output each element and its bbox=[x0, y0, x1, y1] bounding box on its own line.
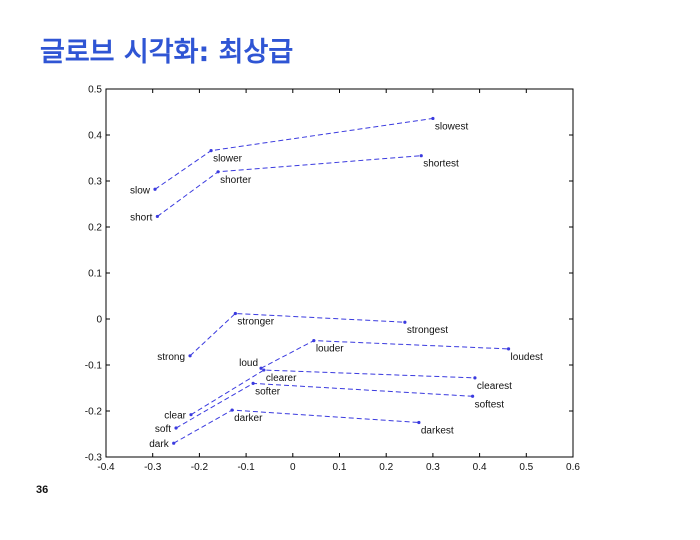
data-point-soft bbox=[174, 426, 178, 430]
data-point-strong bbox=[188, 354, 192, 358]
data-label-loudest: loudest bbox=[511, 352, 543, 363]
page-number: 36 bbox=[36, 484, 49, 496]
data-point-clear bbox=[189, 413, 193, 417]
x-tick-label: -0.4 bbox=[97, 462, 115, 473]
data-label-slowest: slowest bbox=[435, 121, 469, 132]
data-label-clear: clear bbox=[164, 411, 186, 422]
y-tick-label: -0.3 bbox=[85, 453, 103, 464]
x-tick-label: -0.3 bbox=[144, 462, 162, 473]
data-point-softest bbox=[470, 394, 475, 398]
x-tick-label: 0.4 bbox=[473, 462, 487, 473]
x-tick-label: 0.2 bbox=[379, 462, 393, 473]
data-point-shortest bbox=[419, 154, 423, 158]
y-tick-label: -0.1 bbox=[85, 361, 103, 372]
data-label-short: short bbox=[130, 212, 152, 223]
data-point-louder bbox=[312, 339, 316, 343]
data-label-stronger: stronger bbox=[237, 316, 274, 327]
plot-frame bbox=[105, 88, 574, 458]
data-label-slow: slow bbox=[130, 185, 151, 196]
data-point-loud bbox=[259, 366, 263, 370]
x-tick-label: 0.5 bbox=[519, 462, 533, 473]
y-tick-label: 0.5 bbox=[88, 85, 102, 96]
y-tick-label: 0.2 bbox=[88, 223, 102, 234]
data-point-strongest bbox=[403, 320, 407, 324]
series-line-clear bbox=[190, 369, 475, 416]
data-point-clearer bbox=[262, 368, 266, 372]
y-tick-label: 0 bbox=[96, 315, 102, 326]
data-label-shortest: shortest bbox=[423, 159, 459, 170]
data-point-softer bbox=[251, 381, 255, 385]
data-point-darkest bbox=[417, 420, 421, 425]
data-label-shorter: shorter bbox=[220, 175, 252, 186]
data-label-loud: loud bbox=[239, 358, 258, 369]
data-label-strongest: strongest bbox=[407, 325, 448, 336]
data-label-softest: softest bbox=[475, 399, 505, 410]
data-label-clearest: clearest bbox=[477, 381, 512, 392]
data-point-slow bbox=[153, 187, 157, 191]
data-label-slower: slower bbox=[213, 154, 243, 165]
data-label-darker: darker bbox=[234, 413, 263, 424]
data-point-slower bbox=[209, 149, 213, 153]
x-tick-label: -0.1 bbox=[237, 462, 255, 473]
data-label-dark: dark bbox=[149, 439, 169, 450]
x-tick-label: 0.3 bbox=[426, 462, 440, 473]
x-tick-label: 0 bbox=[290, 462, 296, 473]
series-line-strong bbox=[189, 312, 405, 357]
data-point-loudest bbox=[506, 347, 511, 351]
x-tick-label: -0.2 bbox=[191, 462, 209, 473]
y-tick-label: 0.4 bbox=[88, 131, 102, 142]
y-tick-label: 0.3 bbox=[88, 177, 102, 188]
data-point-darker bbox=[230, 408, 234, 412]
data-label-clearer: clearer bbox=[266, 373, 297, 384]
data-label-soft: soft bbox=[155, 424, 171, 435]
data-point-short bbox=[155, 214, 159, 219]
y-tick-label: 0.1 bbox=[88, 269, 102, 280]
slide-title: 글로브 시각화: 최상급 bbox=[40, 37, 294, 68]
y-tick-label: -0.2 bbox=[85, 407, 103, 418]
data-label-softer: softer bbox=[255, 386, 281, 397]
x-tick-label: 0.1 bbox=[333, 462, 347, 473]
data-point-shorter bbox=[216, 170, 220, 174]
data-label-strong: strong bbox=[157, 352, 185, 363]
data-label-louder: louder bbox=[316, 344, 344, 355]
data-point-dark bbox=[172, 441, 176, 445]
data-point-clearest bbox=[473, 376, 477, 380]
data-point-slowest bbox=[431, 116, 435, 121]
data-label-darkest: darkest bbox=[421, 426, 454, 437]
x-tick-label: 0.6 bbox=[566, 462, 580, 473]
data-point-stronger bbox=[233, 311, 237, 316]
